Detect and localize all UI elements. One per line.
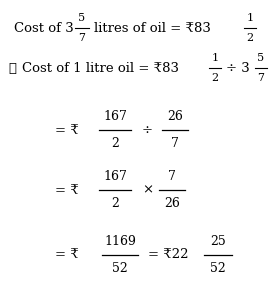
- Text: 26: 26: [167, 110, 183, 123]
- Text: 5: 5: [78, 13, 86, 23]
- Text: 7: 7: [78, 33, 85, 43]
- Text: 1169: 1169: [104, 235, 136, 248]
- Text: 167: 167: [103, 110, 127, 123]
- Text: ∴: ∴: [8, 61, 16, 74]
- Text: = ₹: = ₹: [55, 123, 79, 136]
- Text: 7: 7: [171, 137, 179, 150]
- Text: Cost of 1 litre oil = ₹83: Cost of 1 litre oil = ₹83: [22, 61, 179, 74]
- Text: 1: 1: [246, 13, 254, 23]
- Text: 25: 25: [210, 235, 226, 248]
- Text: 7: 7: [168, 170, 176, 183]
- Text: 2: 2: [111, 197, 119, 210]
- Text: ×: ×: [142, 184, 153, 196]
- Text: 5: 5: [258, 53, 264, 63]
- Text: 26: 26: [164, 197, 180, 210]
- Text: = ₹: = ₹: [55, 248, 79, 261]
- Text: ÷: ÷: [142, 123, 153, 136]
- Text: 52: 52: [210, 262, 226, 275]
- Text: 52: 52: [112, 262, 128, 275]
- Text: 2: 2: [111, 137, 119, 150]
- Text: 2: 2: [246, 33, 254, 43]
- Text: 7: 7: [258, 73, 264, 83]
- Text: = ₹: = ₹: [55, 184, 79, 196]
- Text: 1: 1: [211, 53, 218, 63]
- Text: litres of oil = ₹83: litres of oil = ₹83: [94, 22, 211, 34]
- Text: ÷ 3: ÷ 3: [226, 61, 250, 74]
- Text: Cost of 3: Cost of 3: [14, 22, 74, 34]
- Text: 2: 2: [211, 73, 218, 83]
- Text: 167: 167: [103, 170, 127, 183]
- Text: = ₹22: = ₹22: [148, 248, 189, 261]
